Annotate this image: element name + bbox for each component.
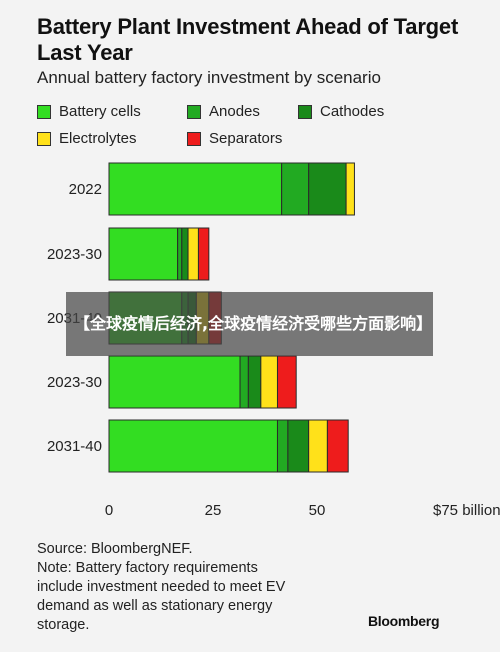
legend-item-battery-cells: Battery cells	[37, 103, 141, 120]
bar-segment	[276, 419, 289, 473]
chart-subtitle: Annual battery factory investment by sce…	[37, 68, 381, 87]
legend-item-separators: Separators	[187, 130, 282, 147]
category-label: 2031-40	[47, 438, 102, 455]
bar-segment	[287, 419, 310, 473]
note-line: include investment needed to meet EV	[37, 579, 286, 595]
note-line: demand as well as stationary energy	[37, 598, 273, 614]
bloomberg-logo: Bloomberg	[368, 613, 440, 629]
bar-segment	[239, 355, 249, 409]
legend-label: Cathodes	[320, 103, 385, 120]
legend-label: Battery cells	[59, 103, 141, 120]
bar-segment	[281, 162, 310, 216]
bar-segment	[308, 162, 347, 216]
legend-label: Separators	[209, 130, 283, 147]
legend-item-electrolytes: Electrolytes	[37, 130, 137, 147]
legend-item-anodes: Anodes	[187, 103, 260, 120]
legend-swatch	[187, 131, 201, 146]
category-label: 2023-30	[47, 374, 102, 391]
note-line: Note: Battery factory requirements	[37, 560, 258, 576]
bar-segment	[108, 419, 278, 473]
bar-segment	[260, 355, 278, 409]
chart-title: Battery Plant Investment Ahead of Target…	[37, 14, 459, 65]
bar-segment	[181, 227, 189, 281]
bar-segment	[108, 355, 241, 409]
bar-segment	[247, 355, 262, 409]
category-label: 2023-30	[47, 246, 102, 263]
category-label: 2022	[69, 181, 102, 198]
overlay-banner: 【全球疫情后经济,全球疫情经济受哪些方面影响】	[66, 292, 433, 356]
x-tick-label: 25	[205, 502, 222, 519]
bar-segment	[308, 419, 328, 473]
legend-swatch	[37, 104, 51, 119]
bar-segment	[326, 419, 349, 473]
legend-label: Electrolytes	[59, 130, 137, 147]
bar-segment	[276, 355, 297, 409]
legend-label: Anodes	[209, 103, 260, 120]
legend-item-cathodes: Cathodes	[298, 103, 384, 120]
source-note: Source: BloombergNEF. Note: Battery fact…	[37, 540, 337, 635]
x-tick-label: 0	[105, 502, 113, 519]
bar-segment	[345, 162, 355, 216]
bar-segment	[187, 227, 199, 281]
bar-segment	[197, 227, 210, 281]
legend-swatch	[187, 104, 201, 119]
x-tick-label: 50	[309, 502, 326, 519]
bar-segment	[108, 162, 283, 216]
x-tick-label: $75 billion	[433, 502, 500, 519]
bar-segment	[177, 227, 183, 281]
note-line: storage.	[37, 617, 90, 633]
legend-swatch	[37, 131, 51, 146]
legend-swatch	[298, 104, 312, 119]
bar-segment	[108, 227, 179, 281]
source-line: Source: BloombergNEF.	[37, 541, 193, 557]
